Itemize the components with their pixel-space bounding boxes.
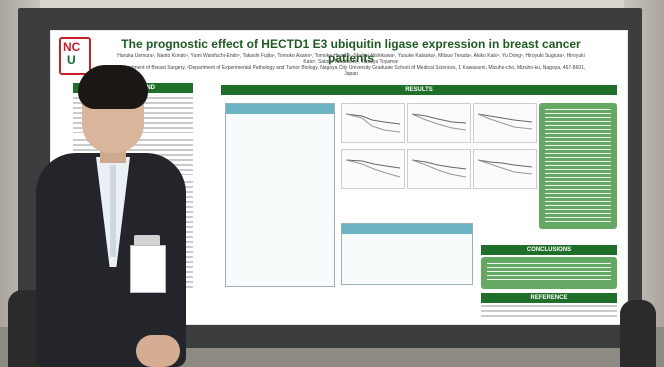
presenter <box>26 65 198 367</box>
km-curve-3 <box>477 113 533 130</box>
km-graph-3 <box>473 103 537 143</box>
conclusions-box <box>481 257 617 289</box>
poster-title: The prognostic effect of HECTD1 E3 ubiqu… <box>121 37 581 65</box>
km-graph-5 <box>407 149 471 189</box>
km-graph-4 <box>341 149 405 189</box>
conclusions-lines <box>487 263 611 283</box>
university-logo: NC U <box>59 37 91 75</box>
km-curve-1 <box>345 113 401 133</box>
km-curve-5 <box>411 159 467 178</box>
km-curve-6 <box>477 159 533 175</box>
presenter-hair <box>78 65 148 109</box>
results-summary-lines <box>545 109 611 223</box>
results-table-1-header <box>226 104 334 114</box>
logo-u: U <box>67 53 76 67</box>
poster-authors: Haruka Uemura¹, Naoto Kondo¹, Yumi Wanif… <box>117 53 585 65</box>
logo-letters: NC <box>63 40 81 54</box>
results-table-2 <box>341 223 473 285</box>
presenter-hands <box>136 335 180 367</box>
reference-text <box>481 305 617 319</box>
results-table-1 <box>225 103 335 287</box>
badge-clip <box>134 235 160 247</box>
section-reference: REFERENCE <box>481 293 617 303</box>
name-badge <box>130 245 166 293</box>
results-table-2-header <box>342 224 472 234</box>
section-results: RESULTS <box>221 85 617 95</box>
km-graph-2 <box>407 103 471 143</box>
km-graph-1 <box>341 103 405 143</box>
section-conclusions: CONCLUSIONS <box>481 245 617 255</box>
chair-right <box>620 300 656 367</box>
poster-affiliation: ¹Department of Breast Surgery, ²Departme… <box>116 65 586 77</box>
results-summary-box <box>539 103 617 229</box>
km-curve-2 <box>411 113 467 131</box>
presenter-shirt-center <box>110 165 116 257</box>
km-curve-4 <box>345 159 401 178</box>
km-graph-6 <box>473 149 537 189</box>
